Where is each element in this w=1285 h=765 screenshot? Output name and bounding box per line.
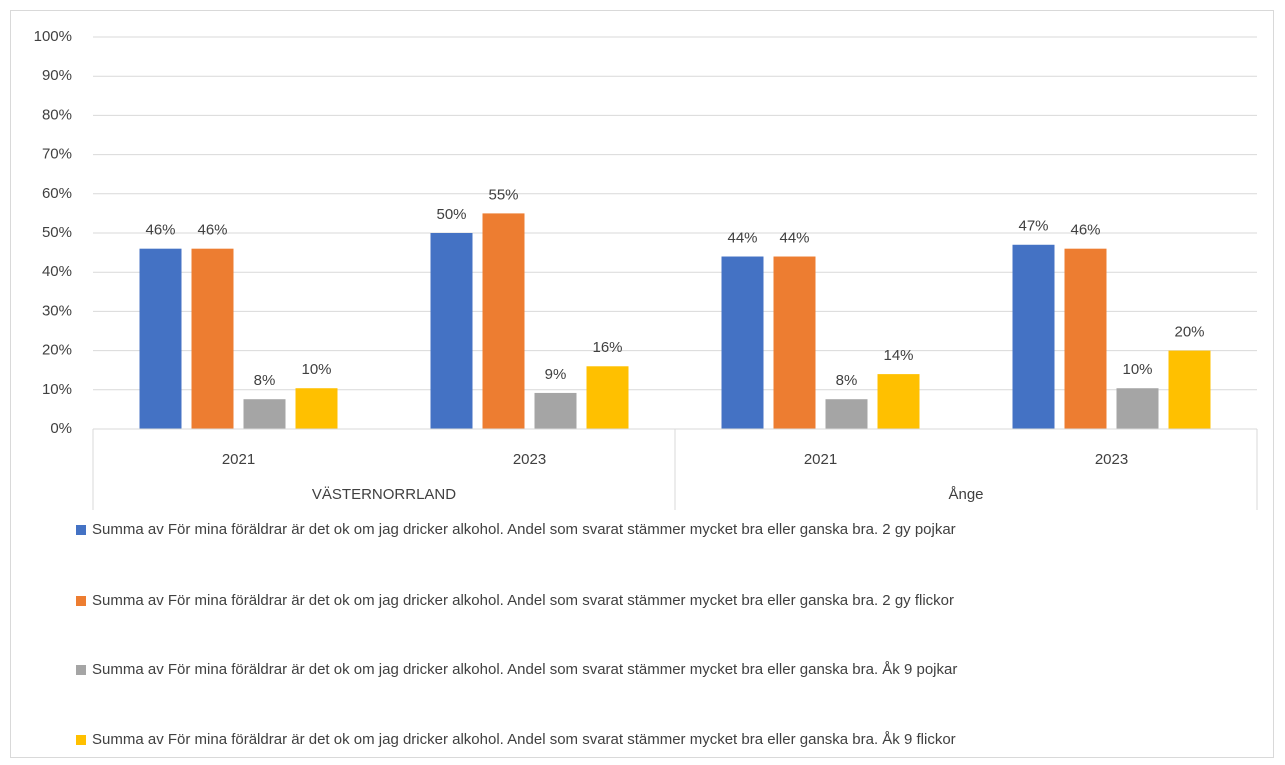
x-tick-label: 2021 xyxy=(804,451,837,468)
legend-label: Summa av För mina föräldrar är det ok om… xyxy=(92,661,957,678)
bar xyxy=(139,248,182,429)
legend-swatch xyxy=(76,665,86,675)
y-tick-label: 10% xyxy=(42,381,72,398)
data-label: 10% xyxy=(301,361,331,378)
y-tick-label: 60% xyxy=(42,185,72,202)
bar xyxy=(825,399,868,429)
data-label: 16% xyxy=(592,339,622,356)
x-tick-label: 2023 xyxy=(513,451,546,468)
y-tick-label: 50% xyxy=(42,224,72,241)
y-tick-label: 90% xyxy=(42,67,72,84)
y-tick-label: 20% xyxy=(42,342,72,359)
legend-label: Summa av För mina föräldrar är det ok om… xyxy=(92,521,956,538)
bar xyxy=(586,366,629,429)
data-label: 44% xyxy=(779,229,809,246)
bar xyxy=(1012,244,1055,429)
y-tick-label: 70% xyxy=(42,146,72,163)
bar xyxy=(1116,388,1159,429)
data-label: 55% xyxy=(488,186,518,203)
group-label: Ånge xyxy=(948,486,983,503)
x-tick-label: 2021 xyxy=(222,451,255,468)
bar xyxy=(482,213,525,429)
y-tick-label: 100% xyxy=(34,28,72,45)
data-label: 10% xyxy=(1122,361,1152,378)
legend-swatch xyxy=(76,525,86,535)
data-label: 46% xyxy=(145,222,175,239)
bar xyxy=(1064,248,1107,429)
y-tick-label: 0% xyxy=(50,420,72,437)
group-label: VÄSTERNORRLAND xyxy=(312,486,456,503)
data-label: 44% xyxy=(727,229,757,246)
bar xyxy=(877,374,920,429)
data-label: 20% xyxy=(1174,324,1204,341)
data-label: 8% xyxy=(836,372,858,389)
data-label: 9% xyxy=(545,366,567,383)
data-label: 46% xyxy=(1070,222,1100,239)
bar xyxy=(721,256,764,429)
data-label: 50% xyxy=(436,206,466,223)
bar xyxy=(1168,350,1211,429)
bar xyxy=(243,399,286,429)
data-label: 8% xyxy=(254,372,276,389)
data-label: 14% xyxy=(883,347,913,364)
bar xyxy=(534,392,577,429)
bar xyxy=(430,233,473,429)
bar xyxy=(295,388,338,429)
bar xyxy=(773,256,816,429)
y-tick-label: 80% xyxy=(42,106,72,123)
y-tick-label: 40% xyxy=(42,263,72,280)
data-label: 46% xyxy=(197,222,227,239)
x-tick-label: 2023 xyxy=(1095,451,1128,468)
y-tick-label: 30% xyxy=(42,302,72,319)
legend-label: Summa av För mina föräldrar är det ok om… xyxy=(92,592,954,609)
legend-swatch xyxy=(76,735,86,745)
data-label: 47% xyxy=(1018,218,1048,235)
legend-swatch xyxy=(76,596,86,606)
legend-label: Summa av För mina föräldrar är det ok om… xyxy=(92,731,956,748)
bar xyxy=(191,248,234,429)
